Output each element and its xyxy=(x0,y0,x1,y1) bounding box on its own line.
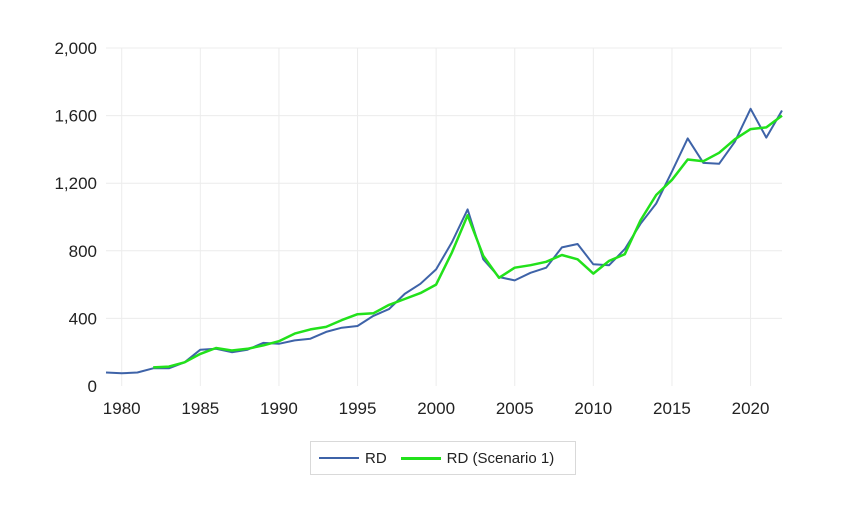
series-line-rd-scenario-1 xyxy=(153,114,783,369)
legend-item-rd-scenario-1: RD (Scenario 1) xyxy=(393,449,555,467)
legend-swatch-rd xyxy=(319,457,359,459)
series-line-rd xyxy=(105,107,783,375)
y-tick-label: 2,000 xyxy=(54,39,97,58)
x-tick-label: 1995 xyxy=(339,399,377,418)
x-axis-tick-labels: 1980 1985 1990 1995 2000 2005 2010 2015 2020 xyxy=(103,399,770,418)
y-tick-label: 1,200 xyxy=(54,174,97,193)
x-tick-label: 2015 xyxy=(653,399,691,418)
gridlines xyxy=(106,47,782,386)
x-tick-label: 1985 xyxy=(181,399,219,418)
y-tick-label: 400 xyxy=(69,309,97,328)
x-tick-label: 2005 xyxy=(496,399,534,418)
series-lines xyxy=(105,107,783,375)
x-tick-label: 1980 xyxy=(103,399,141,418)
legend-item-rd: RD xyxy=(311,450,387,467)
y-tick-label: 800 xyxy=(69,242,97,261)
legend: RD RD (Scenario 1) xyxy=(310,441,576,475)
legend-label-rd-scenario-1: RD (Scenario 1) xyxy=(446,449,555,467)
legend-swatch-rd-scenario-1 xyxy=(400,456,441,460)
x-tick-label: 2000 xyxy=(417,399,455,418)
x-tick-label: 2010 xyxy=(574,399,612,418)
y-tick-label: 0 xyxy=(88,377,97,396)
x-tick-label: 1990 xyxy=(260,399,298,418)
y-tick-label: 1,600 xyxy=(54,107,97,126)
x-tick-label: 2020 xyxy=(732,399,770,418)
legend-label-rd: RD xyxy=(365,449,387,467)
y-axis-tick-labels: 0 400 800 1,200 1,600 2,000 xyxy=(54,39,97,396)
